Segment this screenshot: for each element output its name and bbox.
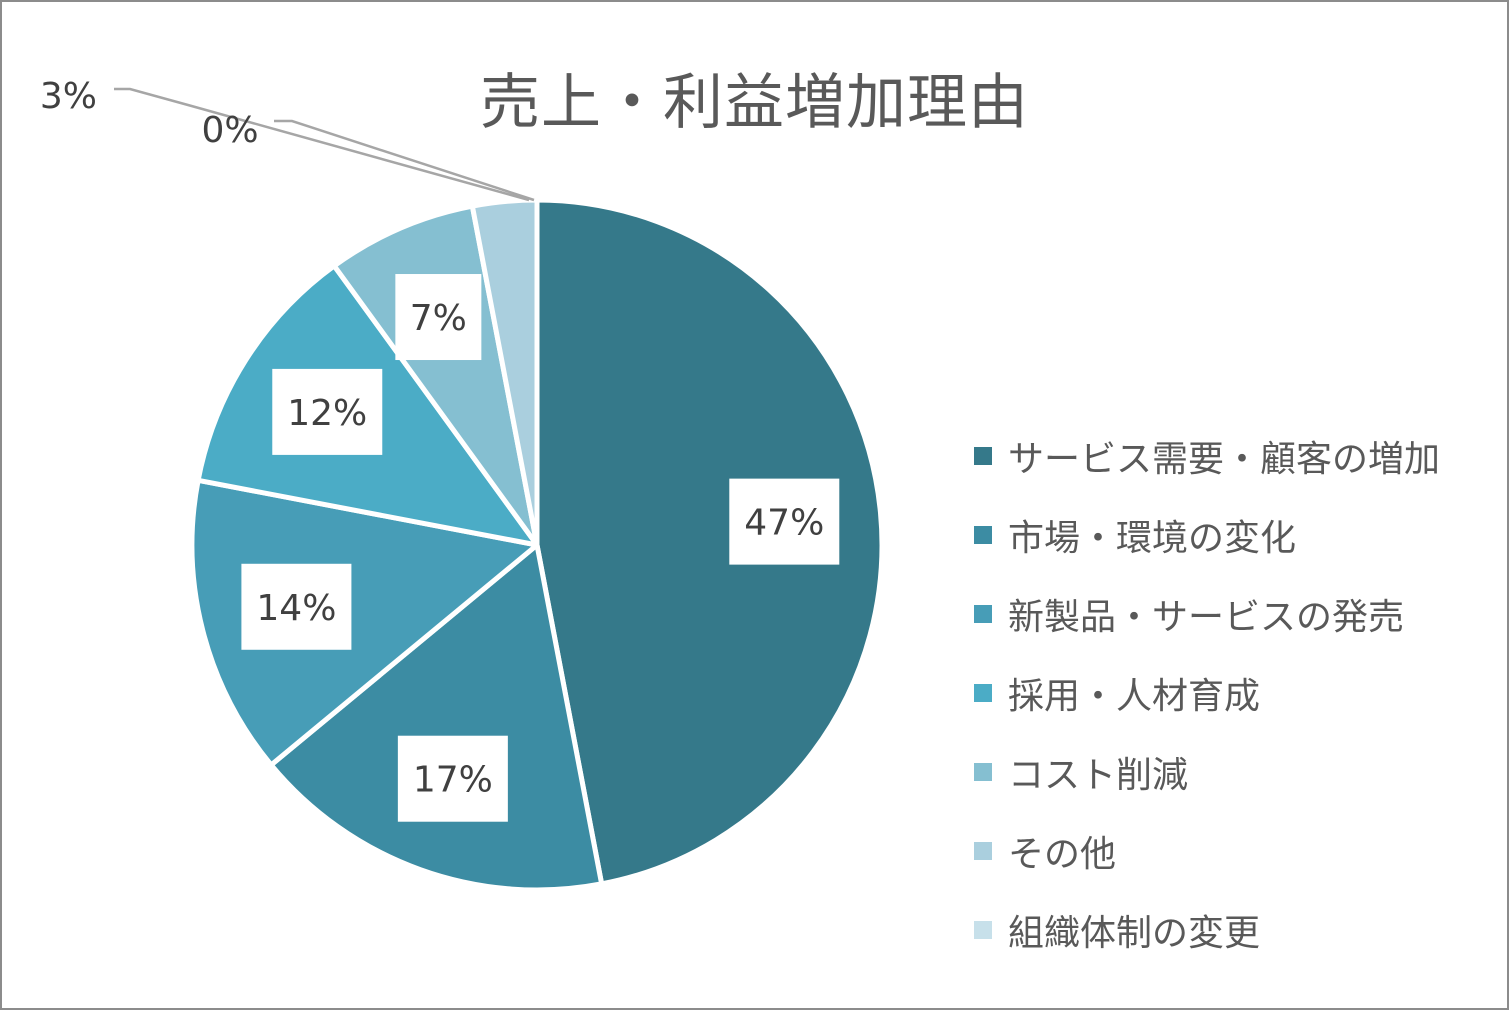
data-label: 12% [272,368,383,455]
legend-swatch [974,841,992,860]
legend-label: サービス需要・顧客の増加 [1008,438,1441,480]
legend-item: サービス需要・顧客の増加 [974,416,1440,495]
data-label: 47% [729,478,840,565]
leader-line [274,119,535,202]
legend-label: 新製品・サービスの発売 [1008,596,1405,638]
legend-item: 組織体制の変更 [974,890,1440,969]
data-label: 14% [241,563,352,650]
data-label: 0% [201,110,258,151]
legend-item: 市場・環境の変化 [974,495,1440,574]
legend-label: その他 [1008,833,1117,875]
chart-title: 売上・利益増加理由 [480,68,1029,138]
svg-text:14%: 14% [256,588,336,629]
legend-label: コスト削減 [1008,754,1189,796]
legend-label: 組織体制の変更 [1008,912,1261,954]
data-label: 3% [40,76,97,117]
leader-line [114,87,530,202]
legend-item: 新製品・サービスの発売 [974,574,1440,653]
legend-swatch [974,525,992,544]
svg-text:12%: 12% [287,393,367,434]
svg-text:47%: 47% [744,503,824,544]
svg-text:7%: 7% [410,298,467,339]
svg-text:17%: 17% [413,760,493,801]
legend-label: 市場・環境の変化 [1008,517,1297,559]
legend-swatch [974,604,992,623]
legend-swatch [974,683,992,702]
legend-item: その他 [974,811,1440,890]
legend-swatch [974,446,992,465]
legend-swatch [974,920,992,939]
legend-label: 採用・人材育成 [1008,675,1261,717]
legend: サービス需要・顧客の増加 市場・環境の変化新製品・サービスの発売 採用・人材育成 コス… [974,416,1440,969]
pie-slice [534,197,885,887]
data-label: 7% [395,274,482,361]
pie-slice [268,542,605,893]
data-label: 17% [397,735,508,822]
legend-swatch [974,762,992,781]
legend-item: コスト削減 [974,732,1440,811]
pie-slice [189,477,540,768]
legend-item: 採用・人材育成 [974,653,1440,732]
